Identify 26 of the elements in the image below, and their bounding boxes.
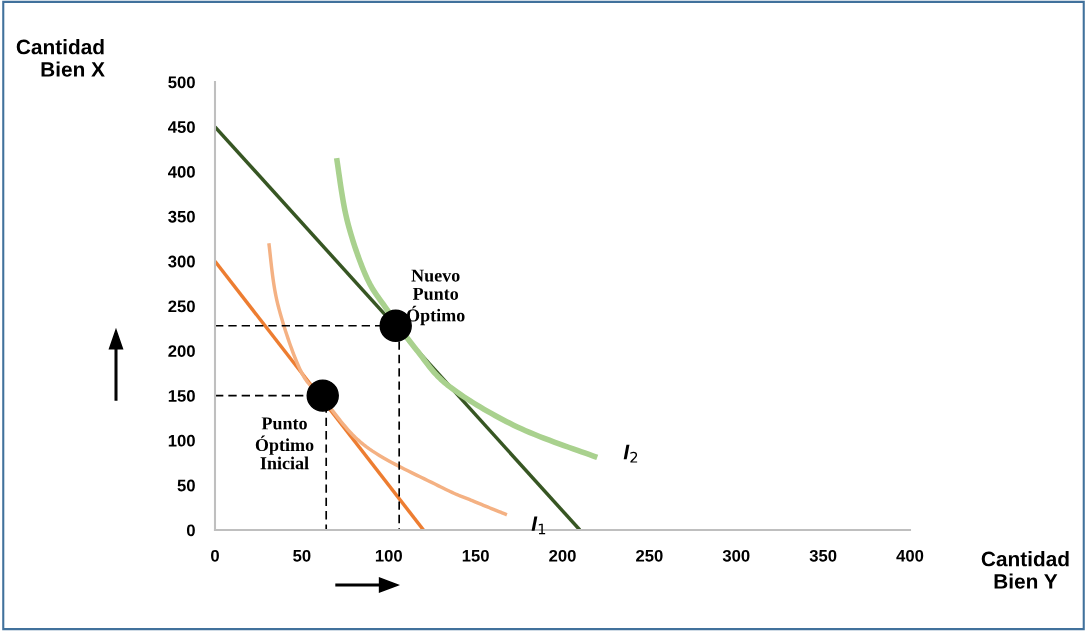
- annotation: Punto Óptimo Inicial: [255, 417, 314, 470]
- y-tick-label: 150: [168, 390, 195, 402]
- x-tick-label: 150: [462, 549, 489, 562]
- x-tick-label: 0: [211, 549, 219, 562]
- annotation: I$_{1}$: [531, 516, 546, 535]
- annotation: Nuevo Punto Óptimo: [406, 269, 465, 326]
- x-tick-label: 250: [636, 549, 663, 562]
- y-tick-label: 300: [168, 255, 195, 268]
- x-axis-title: Cantidad Bien Y: [981, 551, 1069, 589]
- y-axis-title: Cantidad Bien X: [16, 39, 105, 77]
- y-tick-label: 100: [168, 434, 195, 447]
- y-tick-label: 250: [168, 300, 195, 313]
- x-tick-label: 300: [722, 549, 750, 562]
- y-tick-label: 50: [177, 479, 195, 492]
- y-tick-label: 0: [186, 524, 195, 537]
- x-tick-label: 350: [809, 549, 837, 562]
- y-tick-label: 400: [168, 166, 195, 178]
- y-tick-label: 500: [168, 76, 195, 89]
- x-tick-label: 200: [549, 549, 576, 562]
- x-tick-label: 400: [896, 549, 924, 562]
- y-tick-label: 450: [168, 121, 195, 133]
- annotation: I$_{2}$: [623, 444, 638, 463]
- y-tick-label: 200: [168, 345, 195, 357]
- y-tick-label: 350: [168, 210, 195, 223]
- x-tick-label: 100: [375, 549, 402, 562]
- x-tick-label: 50: [293, 549, 311, 562]
